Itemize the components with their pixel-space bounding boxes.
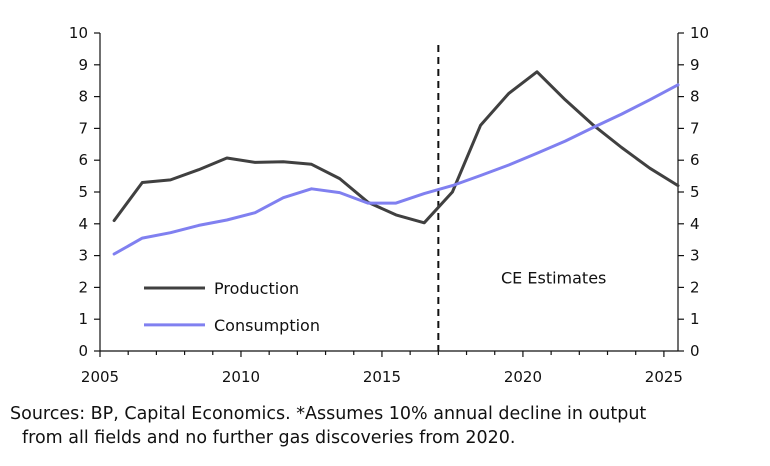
right-y-tick-label: 2	[690, 278, 700, 296]
x-tick-label: 2010	[222, 368, 260, 386]
left-y-tick-label: 1	[78, 310, 88, 328]
axes	[99, 33, 679, 352]
right-y-tick-label: 3	[690, 247, 700, 265]
left-y-tick-label: 2	[78, 278, 88, 296]
source-note: Sources: BP, Capital Economics. *Assumes…	[10, 402, 762, 450]
x-tick-label: 2005	[81, 368, 119, 386]
annotation-ce-estimates: CE Estimates	[501, 269, 606, 288]
ticks: 0 1 2 3 4 5 6 7 8 9 10 0 1 2 3 4 5 6 7 8 9 10 2005 2010 2015 2020…	[69, 24, 709, 386]
legend-label-consumption: Consumption	[214, 316, 320, 335]
left-y-tick-label: 7	[78, 119, 88, 137]
series-line-production	[112, 70, 680, 225]
right-y-tick-label: 0	[690, 342, 700, 360]
right-y-tick-label: 7	[690, 119, 700, 137]
left-y-tick-label: 9	[78, 56, 88, 74]
line-chart: 0 1 2 3 4 5 6 7 8 9 10 0 1 2 3 4 5 6 7 8 9 10 2005 2010 2015 2020…	[69, 24, 709, 386]
right-y-tick-label: 9	[690, 56, 700, 74]
left-y-tick-label: 6	[78, 151, 88, 169]
right-y-tick-label: 1	[690, 310, 700, 328]
left-y-tick-label: 0	[78, 342, 88, 360]
left-y-tick-label: 5	[78, 183, 88, 201]
right-y-tick-label: 4	[690, 215, 700, 233]
right-y-tick-label: 10	[690, 24, 709, 42]
left-y-tick-label: 3	[78, 247, 88, 265]
left-y-tick-label: 8	[78, 88, 88, 106]
right-y-tick-label: 6	[690, 151, 700, 169]
x-tick-label: 2015	[363, 368, 401, 386]
left-y-tick-label: 10	[69, 24, 88, 42]
right-y-tick-label: 5	[690, 183, 700, 201]
series-line-consumption	[112, 83, 680, 256]
series-lines	[112, 45, 680, 351]
annotations: CE Estimates	[501, 269, 606, 288]
left-y-tick-label: 4	[78, 215, 88, 233]
x-tick-label: 2025	[645, 368, 683, 386]
x-tick-label: 2020	[504, 368, 542, 386]
legend: Production Consumption	[144, 279, 320, 335]
legend-label-production: Production	[214, 279, 299, 298]
right-y-tick-label: 8	[690, 88, 700, 106]
source-note-line-2: from all fields and no further gas disco…	[22, 428, 516, 448]
source-note-line-1: Sources: BP, Capital Economics. *Assumes…	[10, 404, 647, 424]
